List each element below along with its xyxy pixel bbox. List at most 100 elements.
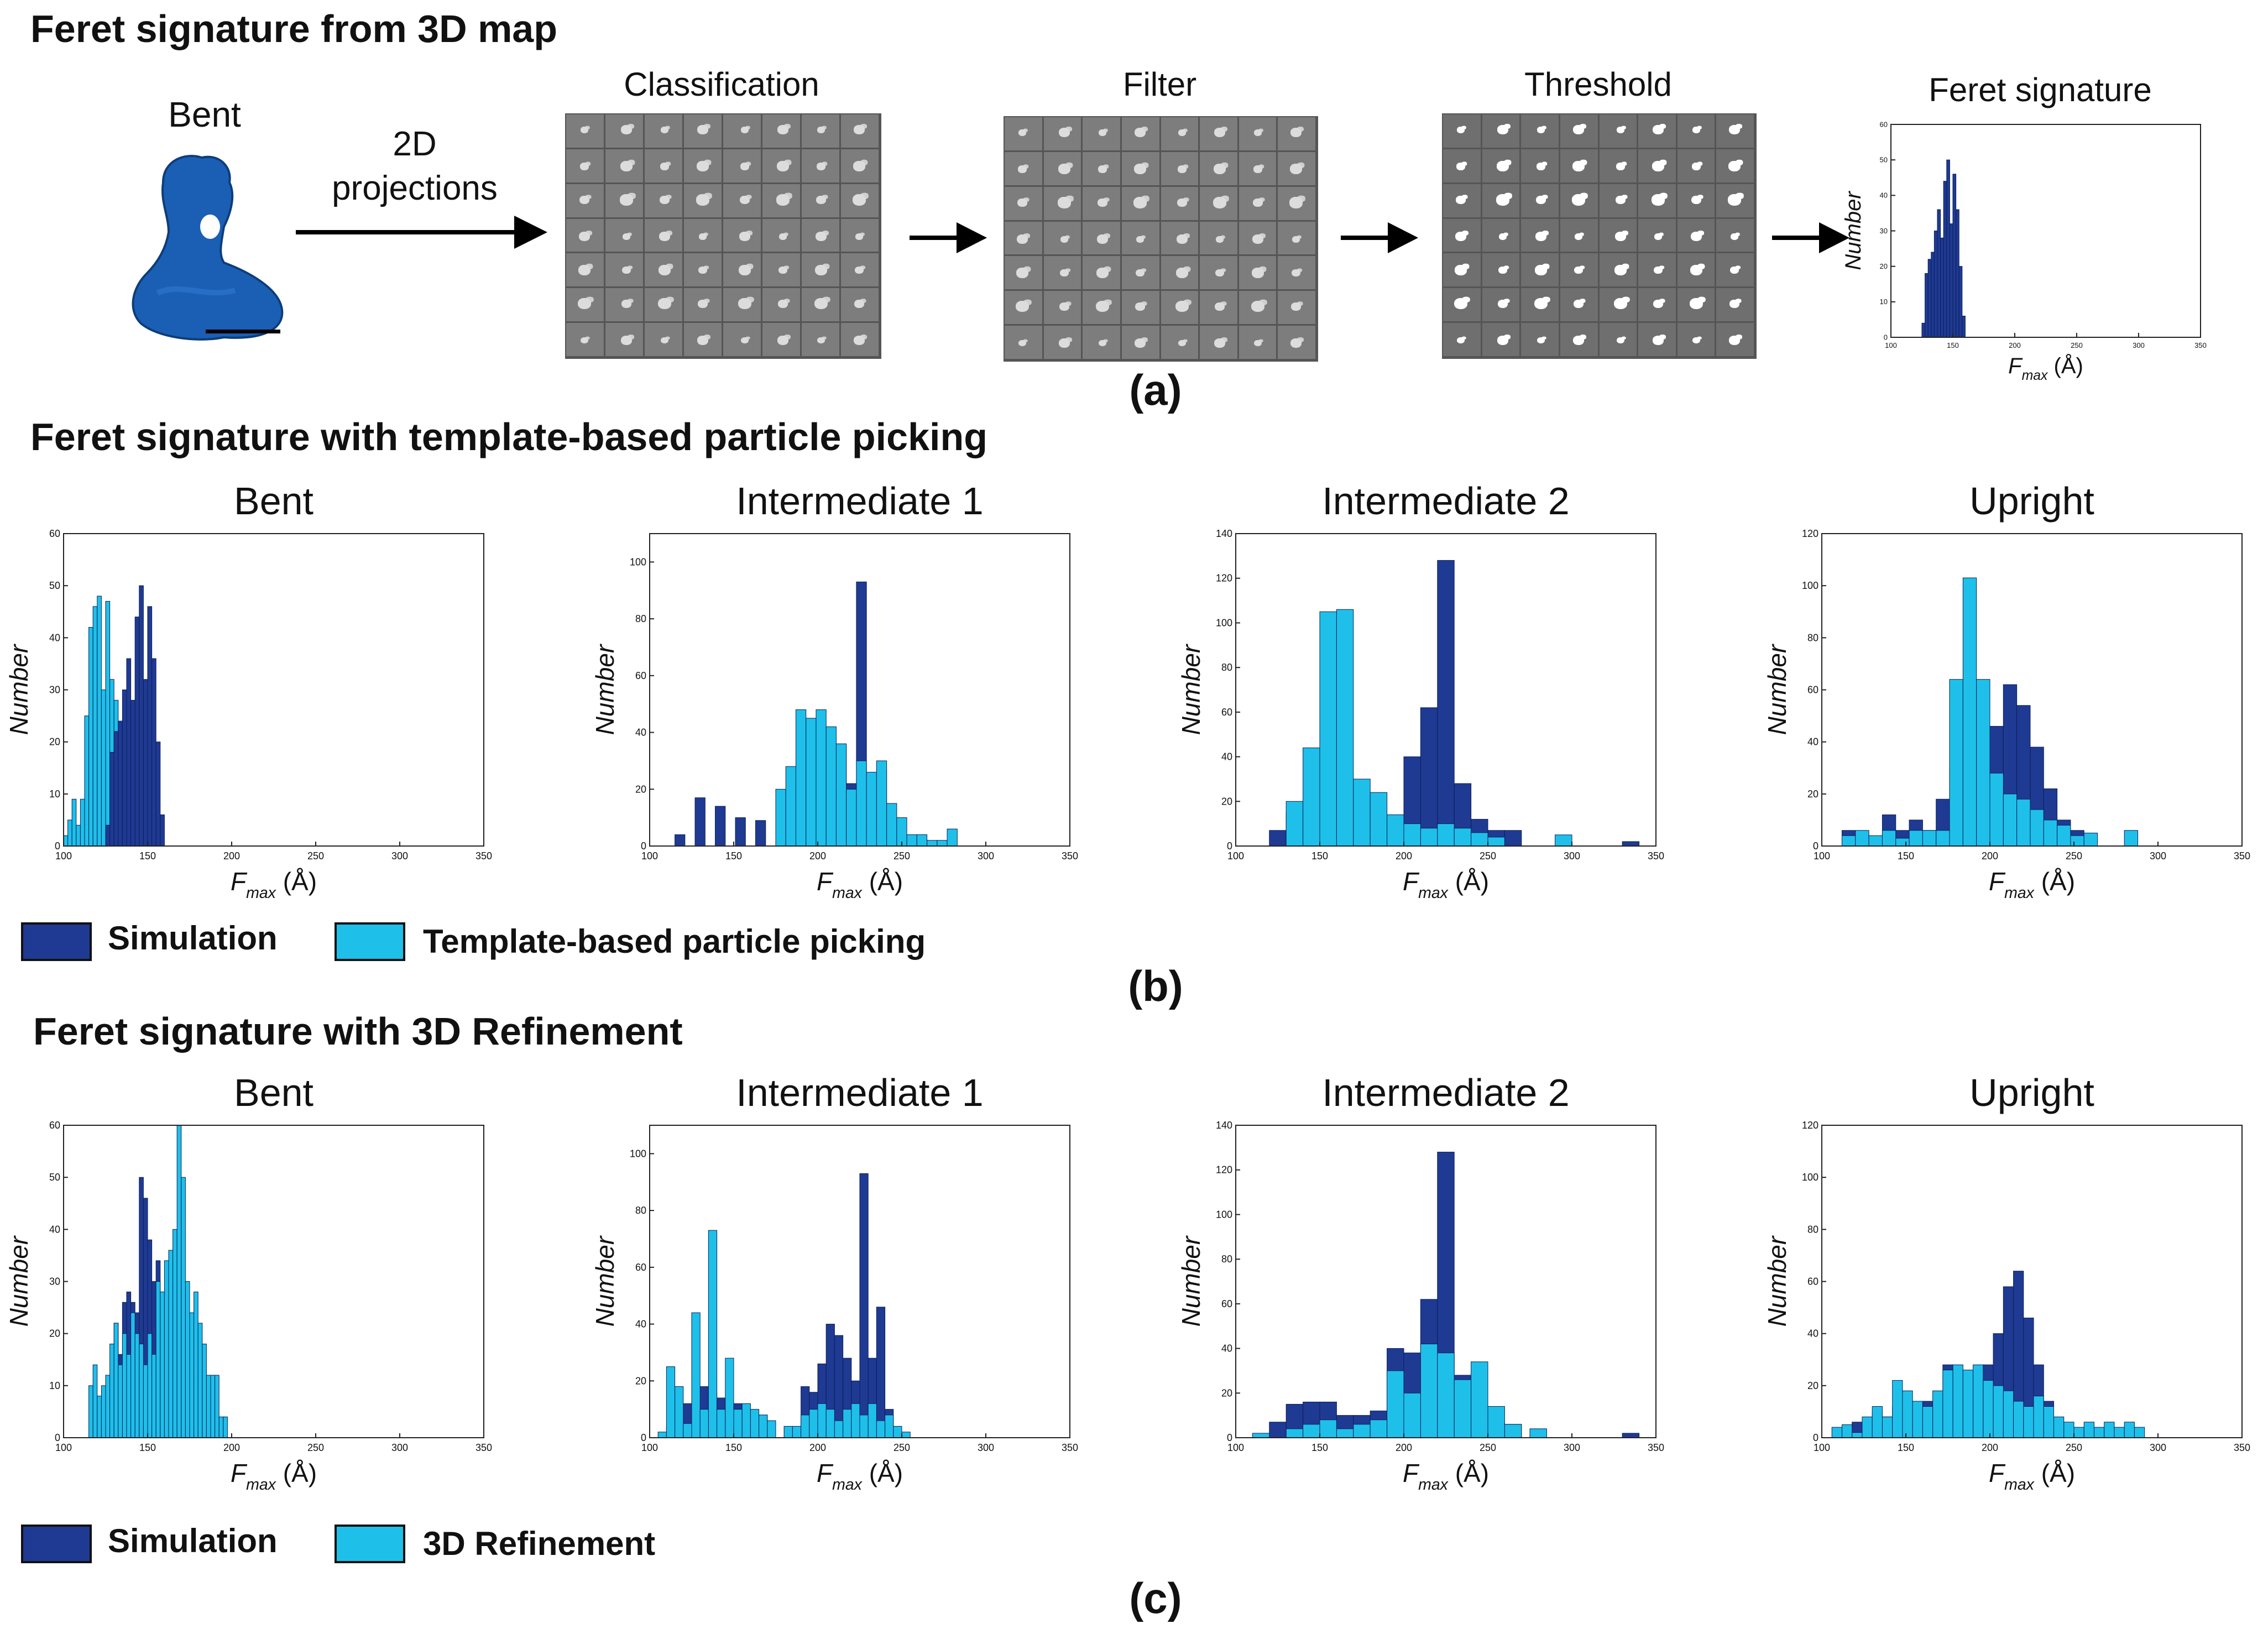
histogram-bar [1962,316,1966,338]
histogram-bar [63,835,69,847]
x-tick-label: 350 [2194,341,2207,349]
x-tick-label: 250 [893,850,910,862]
particle-cell [1482,323,1522,358]
chart-title: Upright [1969,479,2094,523]
particle-cell [566,323,605,358]
y-tick-label: 20 [635,1375,646,1386]
histogram-bar [1420,1344,1438,1438]
y-tick-label: 40 [1221,751,1232,763]
histogram-bar [675,834,686,847]
section-c-title: Feret signature with 3D Refinement [33,1010,683,1053]
legend-c-obs-label: 3D Refinement [423,1525,656,1562]
histogram-bar [101,690,106,847]
particle-cell [1521,323,1560,358]
particle-cell [723,114,762,149]
histogram-bar [218,1416,224,1438]
y-tick-label: 20 [1221,796,1232,807]
x-tick-label: 250 [2066,1442,2082,1453]
chart-b-intermediate-2: Intermediate 2 100 150 200 250 300 350 0 20 40 60 8… [1177,479,1664,902]
histogram-bar [1370,792,1388,847]
particle-cell [1677,149,1717,184]
particle-cell [1716,323,1755,358]
histogram-bar [2003,793,2018,847]
histogram-bar [755,820,766,847]
histogram-bar [1882,1416,1893,1438]
particle-cell [1716,218,1755,254]
particle-cell [1599,323,1639,358]
histogram-bar [1936,830,1950,847]
histogram-bar [1852,1432,1863,1438]
histogram-bar [1943,181,1947,338]
y-tick-label: 40 [49,1224,60,1235]
legend-c-obs-swatch [335,1525,405,1563]
histogram-bar [1504,1424,1522,1438]
particle-cell [566,149,605,184]
histogram-bar [97,1396,102,1438]
chart-title: Bent [234,1071,313,1114]
histogram-bar [2023,1406,2034,1438]
particle-cell [802,184,841,219]
x-tick-label: 150 [1947,341,1959,349]
particle-cell [1161,221,1200,257]
particle-cell [1716,149,1755,184]
particle-cell [1161,152,1200,187]
y-tick-label: 60 [1880,120,1888,128]
y-axis-label: Number [590,1235,619,1327]
x-axis-label: Fmax (Å) [1403,1459,1489,1494]
particle-cell [1443,288,1482,323]
histogram-bar [876,1420,886,1438]
particle-cell [1521,288,1560,323]
arrow-label-projections: projections [332,169,498,207]
histogram-bar [185,1281,190,1438]
histogram-bar [767,1420,776,1438]
particle-cell [1083,326,1122,361]
histogram-bar [927,840,938,847]
x-tick-label: 350 [1062,850,1078,862]
particle-cell [1043,186,1083,222]
histogram-bar [2093,1427,2105,1438]
histogram-bar [80,798,85,847]
y-tick-label: 30 [49,685,60,696]
chart-c-intermediate-2: Intermediate 2 100 150 200 250 300 350 0 20 40 60 8… [1177,1071,1664,1494]
particle-cell [684,218,723,254]
histogram-bar [1622,841,1640,847]
particle-cell [1238,256,1278,291]
x-tick-label: 100 [1227,1442,1244,1453]
histogram-bar [181,1177,186,1438]
particle-cell [1560,253,1600,289]
histogram-bar [1303,1424,1320,1438]
histogram-bar [1269,830,1287,847]
histogram-bar [1937,209,1941,338]
plot-border [1235,1125,1656,1438]
particle-cell [1200,152,1239,187]
particle-cell [841,184,880,219]
histogram-bar [2063,1422,2074,1438]
particle-cell [566,184,605,219]
particle-cell [566,288,605,323]
x-tick-label: 250 [893,1442,910,1453]
particle-cell [841,253,880,289]
particle-cell [1200,291,1239,326]
histogram-bar [139,1344,144,1438]
particle-cell [605,184,645,219]
histogram-bar [173,1229,177,1438]
x-tick-label: 250 [1480,850,1496,862]
y-tick-label: 60 [1221,707,1232,718]
y-tick-label: 120 [1802,528,1818,539]
panel-label-b: (b) [1128,962,1183,1010]
particle-cell [723,288,762,323]
histogram-bar [1958,266,1963,338]
histogram-bar [783,1426,793,1438]
histogram-bar [67,819,72,847]
x-tick-label: 250 [307,850,324,862]
histogram-bar [1403,823,1421,847]
legend-c-sim-swatch [21,1525,92,1563]
histogram-bar [683,1423,692,1438]
histogram-bar [122,690,127,847]
arrow-threshold-feret [1772,222,1849,253]
particle-cell [1482,253,1522,289]
chart-b-intermediate-1: Intermediate 1 100 150 200 250 300 350 0 20 40 60 8… [590,479,1078,902]
particle-cell [1161,186,1200,222]
particle-cell [684,184,723,219]
particle-cell [1599,184,1639,219]
